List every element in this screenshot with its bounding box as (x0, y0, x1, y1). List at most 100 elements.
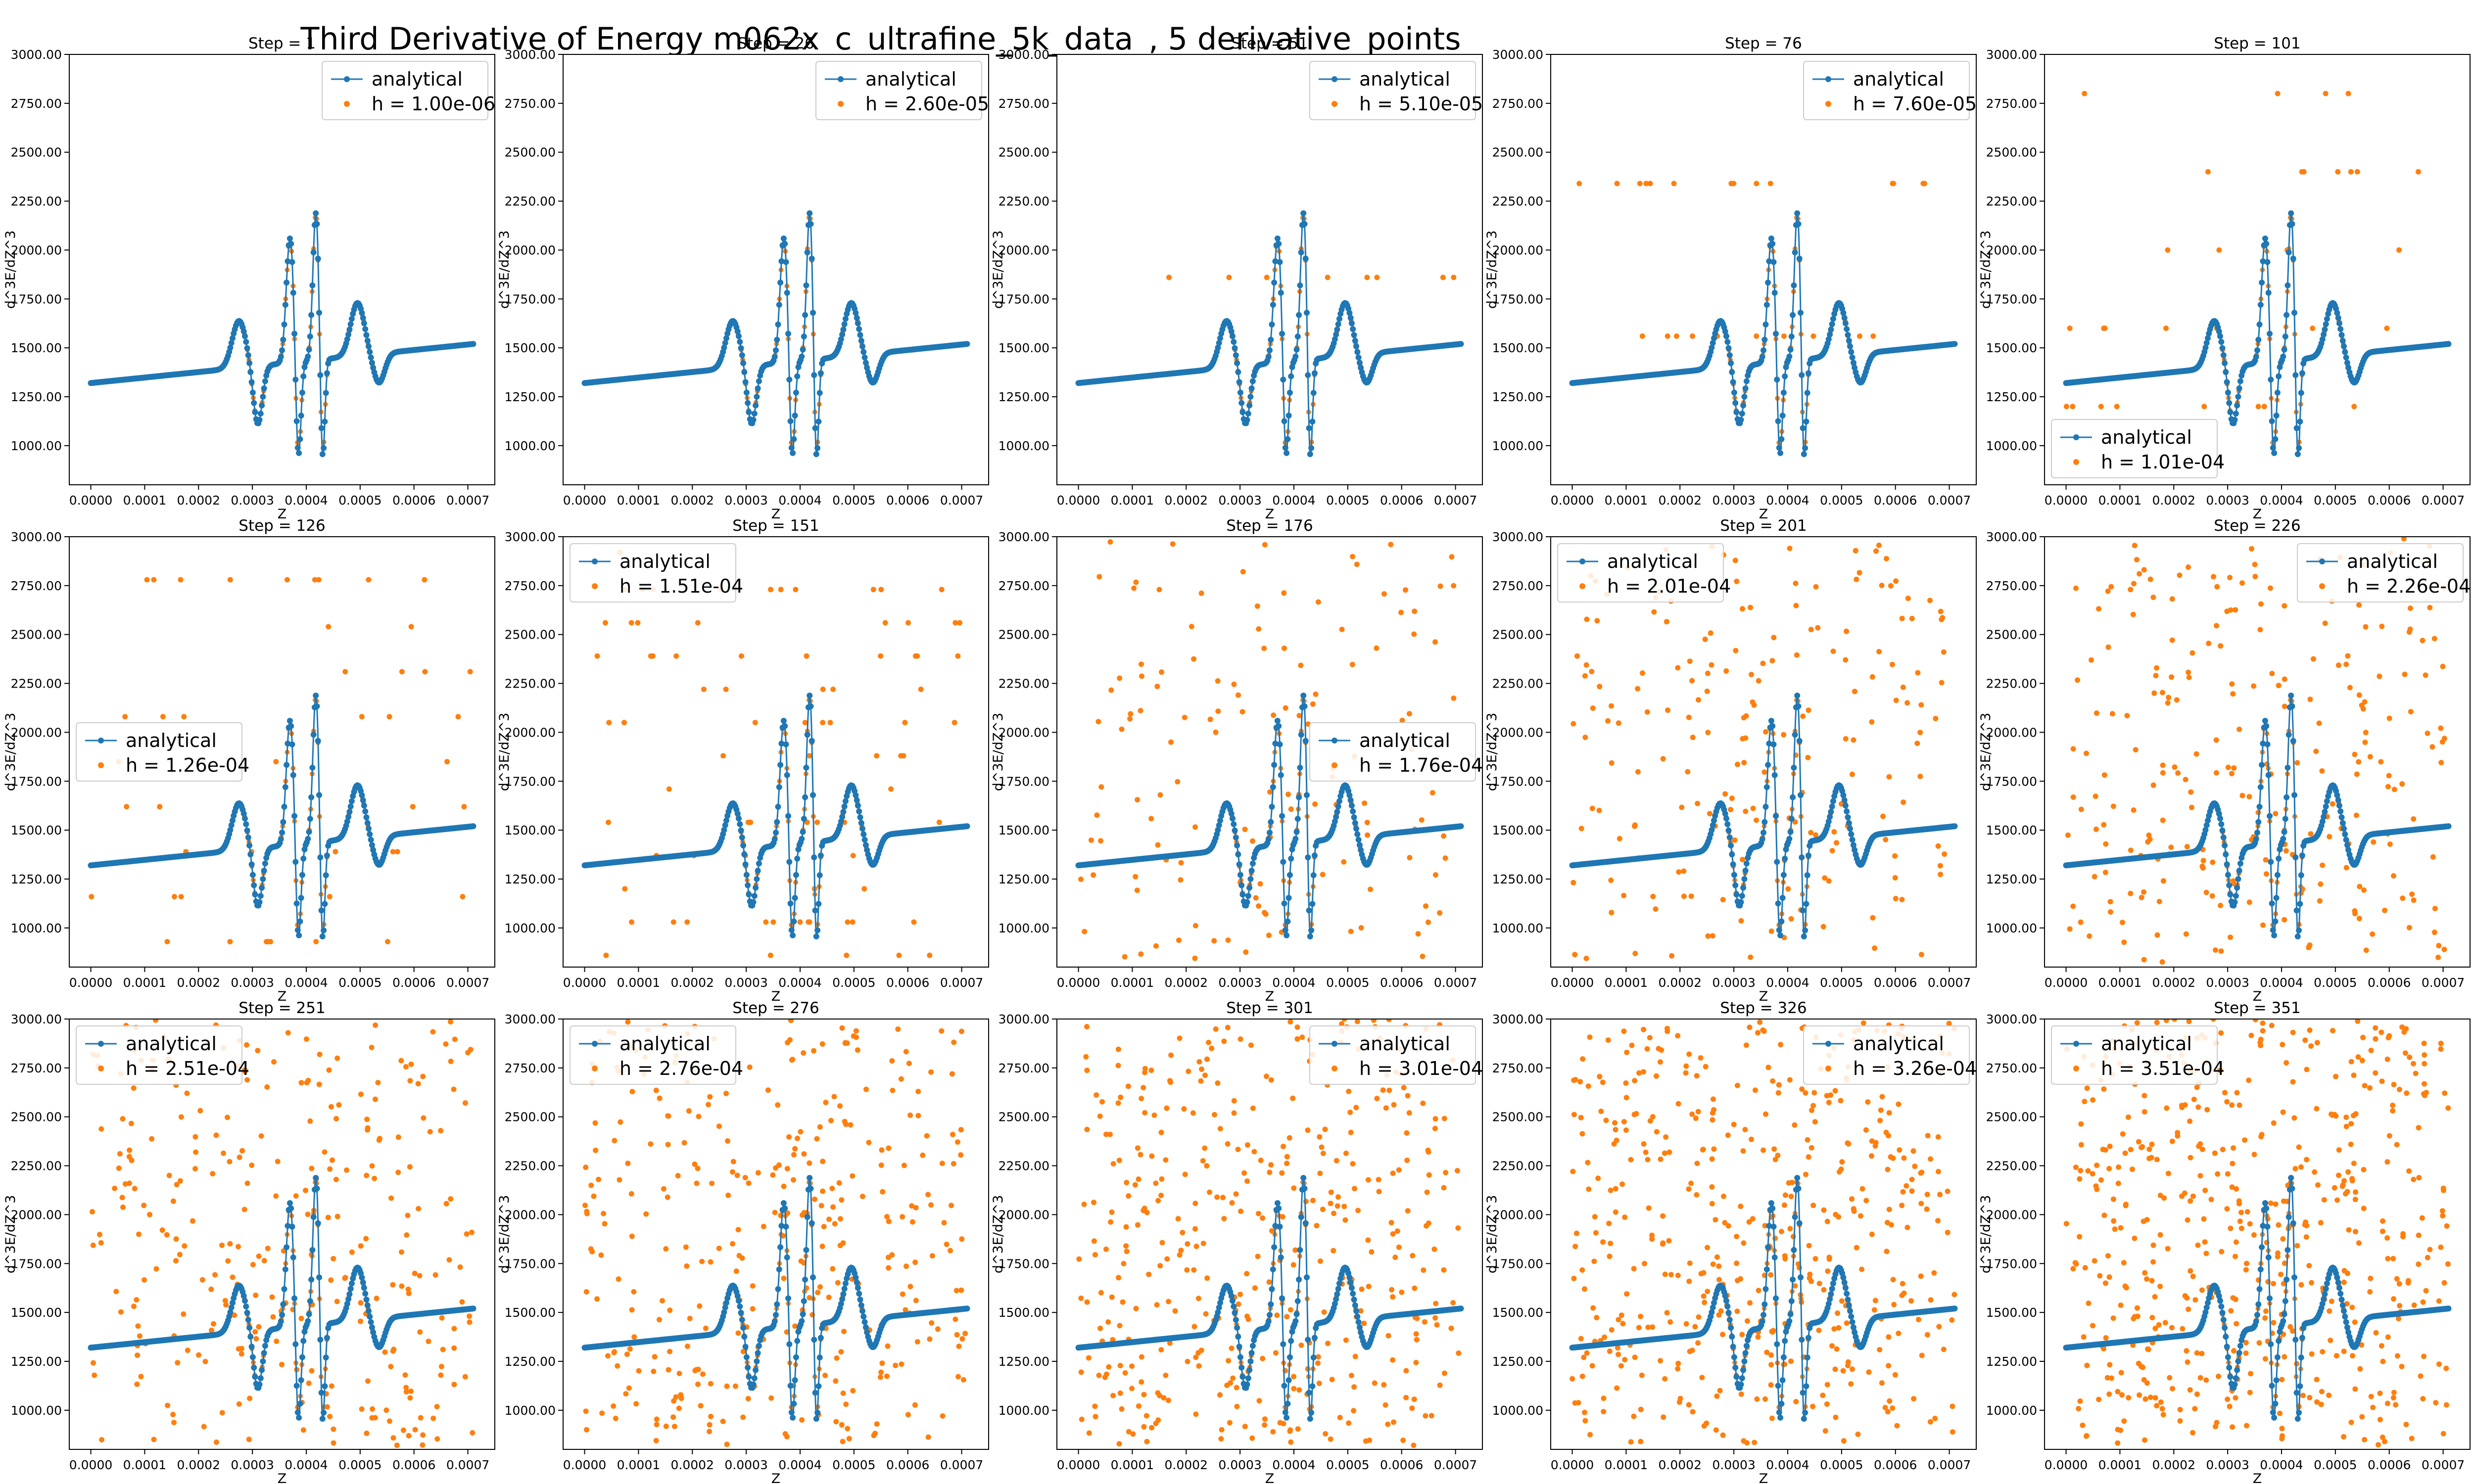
x-tick-label: 0.0002 (177, 493, 220, 508)
analytical-point (306, 829, 312, 835)
h-point (2345, 91, 2351, 96)
y-tick-label: 2250.00 (11, 194, 62, 209)
h-point (767, 952, 773, 958)
plot-content (1075, 539, 1464, 961)
analytical-point (2203, 340, 2210, 346)
h-point (1095, 719, 1101, 725)
legend-marker-icon (1825, 101, 1831, 107)
subplot: 0.0000 0.0001 0.0002 0.0003 0.0004 0.0005 0.00… (3, 517, 495, 1004)
h-point (1754, 333, 1760, 339)
analytical-point (2234, 402, 2240, 409)
analytical-point (292, 376, 299, 383)
analytical-point (785, 813, 791, 819)
h-point (1192, 923, 1198, 928)
h-point (1673, 333, 1679, 339)
analytical-point (346, 326, 353, 333)
analytical-point (839, 331, 846, 338)
analytical-point (2284, 312, 2290, 318)
h-point (178, 894, 184, 900)
y-tick-label: 1500.00 (505, 341, 556, 355)
analytical-point (746, 891, 752, 898)
analytical-point (1232, 345, 1238, 351)
plot-content (1569, 181, 1958, 458)
analytical-point (248, 379, 255, 385)
h-point (1576, 181, 1582, 186)
x-tick-label: 0.0000 (563, 975, 606, 990)
h-point (1411, 631, 1417, 637)
x-tick-label: 0.0006 (392, 493, 435, 508)
analytical-point (259, 402, 265, 409)
analytical-point (316, 310, 322, 316)
h-point (1922, 181, 1927, 186)
h-point (723, 687, 729, 692)
h-point (1240, 569, 1246, 575)
analytical-point (278, 354, 284, 360)
analytical-point (785, 330, 791, 337)
h-point (1213, 729, 1219, 735)
h-point (1420, 953, 1426, 959)
h-point (461, 804, 467, 810)
analytical-point (1336, 316, 1342, 322)
h-point (804, 653, 809, 659)
analytical-point (286, 235, 293, 242)
h-point (1134, 887, 1140, 893)
h-point (807, 919, 812, 925)
analytical-point (1234, 360, 1240, 367)
analytical-point (2299, 370, 2305, 376)
y-tick-label: 3000.00 (505, 530, 556, 544)
analytical-point (787, 900, 794, 907)
legend-marker-icon (2073, 434, 2079, 440)
h-point (1108, 687, 1114, 693)
analytical-point (788, 927, 795, 933)
analytical-point (1236, 379, 1242, 385)
y-tick-label: 2750.00 (505, 579, 556, 593)
analytical-point (736, 815, 742, 822)
analytical-point (2273, 413, 2280, 419)
analytical-point (1249, 378, 1256, 384)
analytical-point (1247, 394, 1254, 400)
h-point (172, 894, 177, 900)
legend-label-h: h = 5.10e-05 (1359, 93, 1483, 115)
analytical-point (799, 835, 805, 842)
x-tick-label: 0.0006 (392, 975, 435, 990)
analytical-point (1231, 339, 1237, 345)
h-point (1157, 792, 1163, 798)
x-tick-label: 0.0001 (1605, 493, 1648, 508)
analytical-point (2293, 425, 2300, 431)
h-point (720, 753, 726, 759)
x-tick-label: 0.0001 (617, 493, 660, 508)
analytical-point (321, 445, 327, 451)
y-tick-label: 1000.00 (11, 439, 62, 453)
analytical-point (810, 792, 816, 798)
analytical-point (814, 445, 821, 451)
h-point (312, 577, 318, 583)
h-point (1231, 681, 1237, 687)
analytical-point (745, 882, 751, 888)
h-point (444, 759, 450, 765)
h-point (878, 587, 884, 593)
analytical-point (1740, 402, 1747, 409)
h-point (2070, 404, 2076, 410)
h-point (1117, 675, 1123, 681)
h-point (1082, 928, 1088, 934)
analytical-point (1802, 445, 1808, 451)
legend-frame (76, 722, 242, 782)
h-point (2301, 169, 2307, 175)
h-point (912, 653, 918, 659)
analytical-point (1289, 364, 1295, 371)
analytical-point (809, 255, 815, 262)
h-point (1437, 583, 1443, 589)
h-point (1415, 931, 1421, 937)
h-point (2101, 325, 2107, 331)
analytical-point (1829, 321, 1835, 327)
h-point (1139, 673, 1144, 679)
x-tick-label: 0.0001 (1111, 493, 1154, 508)
h-point (1381, 591, 1387, 597)
analytical-point (790, 450, 796, 456)
analytical-point (260, 876, 266, 882)
analytical-point (1280, 376, 1286, 383)
plot-frame (69, 54, 495, 485)
subplot-title: Step = 1 (248, 35, 316, 52)
h-point (635, 620, 641, 626)
analytical-point (2338, 332, 2345, 338)
